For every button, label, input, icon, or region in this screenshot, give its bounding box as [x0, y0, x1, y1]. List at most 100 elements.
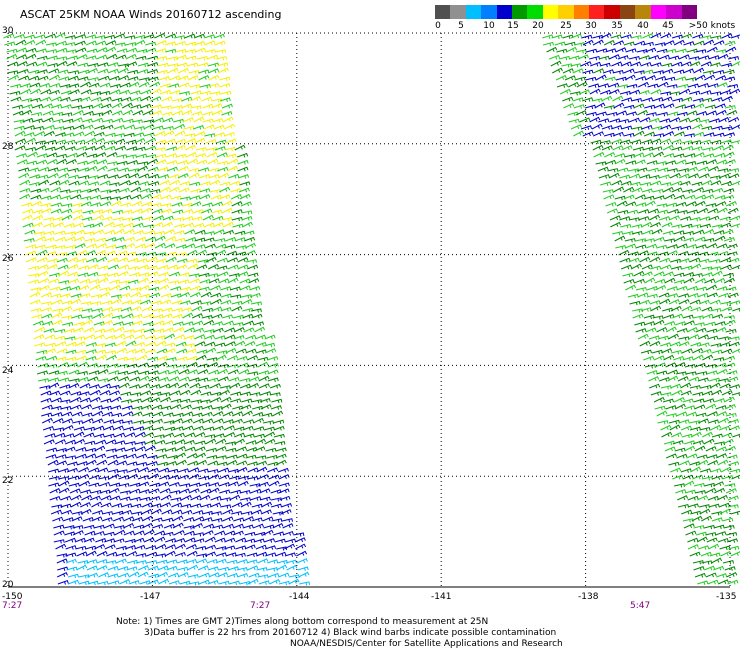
wind-barb-71	[613, 40, 625, 46]
wind-barb-2275	[149, 482, 161, 488]
wind-barb-45	[35, 39, 47, 46]
wind-barb-1104	[682, 231, 694, 236]
wind-barb-638	[35, 144, 47, 151]
wind-barb-913	[210, 194, 222, 200]
wind-barb-2590	[709, 552, 721, 558]
wind-barb-106	[556, 48, 568, 54]
wind-barb-336	[109, 89, 121, 95]
wind-barb-2665	[198, 572, 210, 578]
wind-barb-898	[60, 195, 72, 200]
wind-barb-398	[661, 96, 673, 102]
wind-barb-739	[655, 161, 667, 166]
wind-barb-1487	[732, 307, 740, 312]
wind-barb-2358	[80, 502, 92, 508]
wind-barb-1714	[653, 355, 665, 361]
wind-barb-1343	[644, 277, 656, 284]
wind-barb-351	[589, 88, 601, 95]
wind-barb-269	[564, 75, 576, 81]
wind-barb-2697	[228, 580, 240, 586]
wind-barb-322	[697, 82, 709, 88]
wind-barb-2094	[194, 440, 206, 446]
wind-barb-887	[662, 186, 674, 193]
wind-barb-2028	[172, 426, 184, 431]
wind-barb-376	[111, 97, 123, 103]
wind-barb-417	[130, 104, 142, 109]
wind-barb-1035	[708, 215, 720, 221]
wind-barb-2684	[97, 580, 109, 586]
wind-barb-1210	[697, 251, 709, 257]
wind-barb-1661	[95, 349, 107, 355]
wind-barb-1097	[612, 230, 624, 236]
wind-barb-2260	[692, 474, 704, 480]
wind-barb-2146	[95, 453, 107, 459]
wind-barb-1103	[673, 230, 685, 235]
wind-barb-419	[150, 104, 162, 110]
wind-barb-34	[660, 33, 672, 39]
wind-barb-2231	[710, 468, 722, 473]
wind-barb-2452	[133, 524, 145, 530]
wind-barb-1892	[89, 396, 101, 403]
wind-barb-1428	[110, 298, 122, 305]
wind-barb-1832	[149, 383, 161, 389]
wind-barb-1139	[683, 237, 695, 242]
wind-barb-832	[128, 180, 140, 186]
wind-barb-302	[168, 83, 180, 88]
wind-barb-1036	[719, 216, 731, 221]
wind-barb-1807	[228, 376, 240, 382]
wind-barb-260	[147, 76, 159, 82]
wind-barb-334	[90, 91, 102, 96]
wind-barb-2491	[232, 530, 244, 536]
wind-barb-644	[94, 144, 106, 151]
wind-barb-203	[709, 62, 721, 67]
wind-barb-2423	[131, 516, 143, 522]
wind-barb-1920	[50, 405, 62, 411]
wind-barb-2206	[78, 466, 90, 473]
wind-barb-1685	[700, 348, 712, 354]
wind-barb-163	[717, 53, 729, 60]
wind-barb-2357	[70, 501, 82, 508]
wind-barb-1420	[29, 299, 41, 305]
wind-barb-349	[569, 91, 581, 96]
wind-barb-164	[727, 56, 740, 61]
wind-barb-1293	[117, 271, 129, 277]
wind-barb-1667	[156, 348, 168, 354]
wind-barb-1411	[646, 293, 658, 299]
wind-barb-231	[582, 69, 594, 75]
wind-barb-1589	[54, 335, 66, 341]
wind-barb-1904	[210, 396, 222, 403]
wind-barb-2407	[272, 511, 284, 516]
wind-barb-2288	[278, 482, 290, 487]
wind-barb-2230	[699, 468, 712, 473]
wind-barb-1147	[54, 245, 66, 250]
wind-barb-2374	[240, 501, 252, 508]
wind-barb-2363	[130, 503, 142, 509]
wind-barb-1444	[639, 299, 651, 305]
wind-barb-850	[660, 182, 672, 187]
wind-barb-2625	[86, 565, 98, 571]
wind-barb-2659	[137, 571, 149, 578]
wind-barb-818	[709, 175, 721, 180]
wind-barb-56	[145, 41, 157, 47]
wind-barb-928	[714, 195, 726, 200]
wind-barb-2687	[128, 580, 140, 585]
wind-barb-1254	[78, 265, 90, 270]
wind-barb-2365	[150, 503, 162, 508]
wind-barb-180	[157, 62, 169, 68]
wind-barb-766	[208, 167, 220, 173]
wind-barb-384	[190, 96, 202, 102]
wind-barb-81	[713, 40, 725, 46]
legend-swatch-13	[635, 5, 651, 19]
wind-barb-279	[664, 76, 676, 82]
wind-barb-1180	[36, 249, 48, 256]
wind-barb-1731	[126, 363, 138, 369]
wind-barb-851	[671, 180, 683, 186]
wind-barb-1649	[678, 341, 690, 347]
wind-barb-2376	[261, 501, 273, 508]
wind-barb-2463	[242, 524, 254, 530]
wind-barb-2538	[104, 544, 116, 550]
wind-barb-1539	[211, 321, 224, 326]
wind-barb-1058	[222, 221, 234, 228]
wind-barb-2412	[711, 511, 723, 516]
wind-barb-1065	[649, 222, 661, 228]
wind-barb-2631	[147, 565, 159, 571]
